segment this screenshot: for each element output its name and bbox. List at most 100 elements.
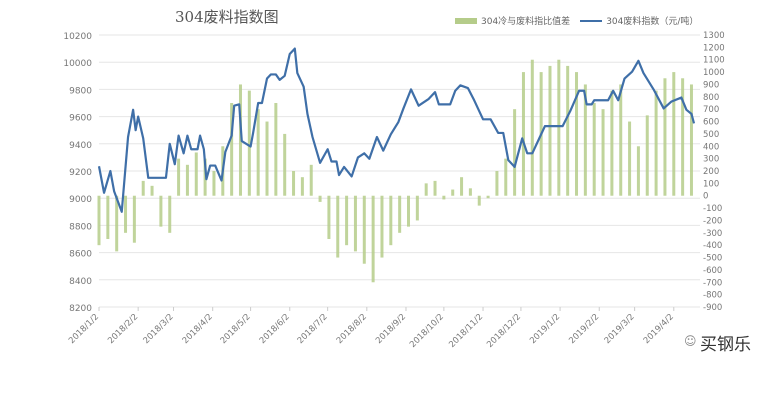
bar <box>124 195 128 233</box>
bar <box>415 195 419 221</box>
bar <box>141 180 145 196</box>
bar <box>619 84 623 196</box>
x-tick-label: 2019/4/2 <box>642 312 676 346</box>
x-tick-label: 2019/3/2 <box>603 312 637 346</box>
x-tick-label: 2018/6/2 <box>258 312 292 346</box>
bar <box>654 90 658 196</box>
right-tick-label: 1300 <box>703 31 725 41</box>
right-tick-label: 1100 <box>703 56 725 66</box>
bar <box>398 195 402 233</box>
x-tick-label: 2018/4/2 <box>181 312 215 346</box>
bar <box>256 109 260 196</box>
x-tick-label: 2019/1/2 <box>528 312 562 346</box>
bar <box>247 90 251 196</box>
right-tick-label: 100 <box>703 179 719 189</box>
x-tick-label: 2018/5/2 <box>219 312 253 346</box>
right-tick-label: 1000 <box>703 68 725 78</box>
bar <box>663 78 667 196</box>
bar <box>336 195 340 258</box>
watermark: 买钢乐 <box>700 335 751 355</box>
right-tick-label: 900 <box>703 80 719 90</box>
bar <box>645 115 649 196</box>
left-tick-label: 9800 <box>69 86 92 96</box>
right-tick-label: 700 <box>703 105 719 115</box>
right-tick-label: -700 <box>703 278 722 288</box>
legend-line-swatch <box>580 19 603 22</box>
bar <box>513 109 517 196</box>
bar <box>115 195 119 252</box>
bar <box>353 195 357 252</box>
right-tick-label: 0 <box>703 192 708 202</box>
bar <box>132 195 136 243</box>
right-tick-label: 300 <box>703 155 719 165</box>
right-tick-label: 500 <box>703 130 719 140</box>
x-tick-label: 2018/9/2 <box>374 312 408 346</box>
left-tick-label: 8400 <box>69 277 92 287</box>
left-tick-label: 9600 <box>69 114 92 124</box>
bar <box>407 195 411 227</box>
x-tick-label: 2018/11/2 <box>447 312 485 350</box>
right-tick-label: 600 <box>703 118 719 128</box>
bar <box>265 121 269 196</box>
right-tick-label: -400 <box>703 241 722 251</box>
right-tick-label: -100 <box>703 204 722 214</box>
bar <box>530 59 534 196</box>
right-tick-label: -900 <box>703 303 722 313</box>
bar <box>300 177 304 196</box>
bar <box>292 171 296 196</box>
bar <box>327 195 331 239</box>
bar <box>592 103 596 196</box>
bar <box>504 158 508 196</box>
bar <box>636 146 640 196</box>
left-tick-label: 9400 <box>69 141 92 151</box>
legend: 304冷与废料指比值差 304废料指数（元/吨） <box>455 14 698 27</box>
bar <box>433 180 437 196</box>
x-tick-label: 2018/10/2 <box>408 312 446 350</box>
right-tick-label: 800 <box>703 93 719 103</box>
bar <box>345 195 349 246</box>
bar <box>150 185 154 196</box>
bar <box>168 195 172 233</box>
bar <box>689 84 693 196</box>
right-tick-label: 200 <box>703 167 719 177</box>
bar <box>97 195 101 246</box>
right-tick-label: 1200 <box>703 43 725 53</box>
wechat-icon: ☺ <box>684 334 697 348</box>
legend-bar-swatch <box>455 17 477 24</box>
x-tick-label: 2018/7/2 <box>296 312 330 346</box>
left-tick-label: 8200 <box>69 304 92 314</box>
bar <box>424 183 428 196</box>
bar <box>583 84 587 196</box>
bar <box>451 189 455 196</box>
left-tick-label: 10200 <box>63 32 92 42</box>
x-tick-label: 2018/12/2 <box>485 312 523 350</box>
bar <box>283 133 287 196</box>
bar <box>106 195 110 239</box>
bar <box>575 72 579 196</box>
bar <box>601 109 605 196</box>
right-tick-label: -600 <box>703 266 722 276</box>
legend-line-label: 304废料指数（元/吨） <box>606 17 699 27</box>
x-tick-label: 2018/3/2 <box>142 312 176 346</box>
bar <box>194 152 198 196</box>
bar <box>274 103 278 196</box>
bar <box>230 103 234 196</box>
bar <box>548 65 552 196</box>
x-tick-label: 2018/2/2 <box>106 312 140 346</box>
bar <box>238 84 242 196</box>
left-tick-label: 8800 <box>69 222 92 232</box>
x-tick-label: 2018/8/2 <box>335 312 369 346</box>
bar <box>362 195 366 264</box>
bar <box>557 59 561 196</box>
right-tick-label: -300 <box>703 229 722 239</box>
bar <box>672 72 676 196</box>
bar <box>159 195 163 227</box>
bar <box>495 171 499 196</box>
bar <box>681 78 685 196</box>
bar <box>389 195 393 246</box>
right-tick-label: -800 <box>703 291 722 301</box>
bar <box>318 195 322 202</box>
bar <box>521 72 525 196</box>
left-tick-label: 10000 <box>63 59 92 69</box>
